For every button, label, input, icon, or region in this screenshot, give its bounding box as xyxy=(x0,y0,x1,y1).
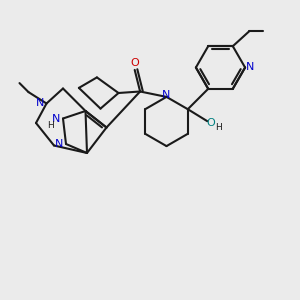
Text: N: N xyxy=(55,139,64,149)
Text: O: O xyxy=(130,58,139,68)
Text: N: N xyxy=(52,113,61,124)
Text: O: O xyxy=(206,118,215,128)
Text: N: N xyxy=(162,90,171,100)
Text: H: H xyxy=(47,121,54,130)
Text: H: H xyxy=(215,123,222,132)
Text: N: N xyxy=(36,98,44,109)
Text: N: N xyxy=(246,62,255,73)
